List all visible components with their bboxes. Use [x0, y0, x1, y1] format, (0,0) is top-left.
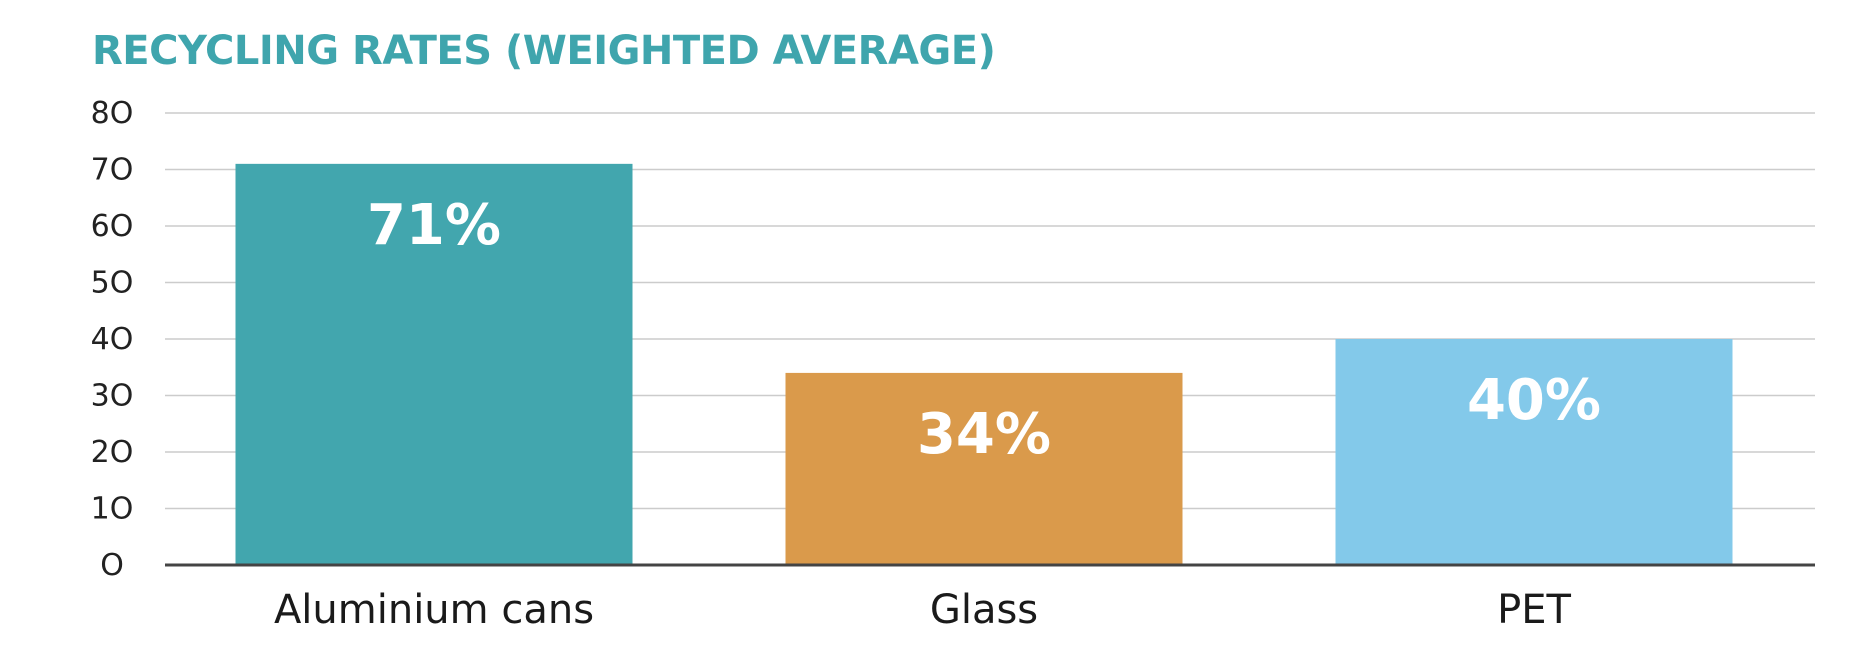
x-axis-ticks: Aluminium cans Glass PET [274, 587, 1572, 633]
y-tick-label: 3O [91, 379, 134, 414]
y-axis-ticks: O 1O 2O 3O 4O 5O 6O 7O 8O [91, 96, 134, 583]
data-labels: 71% 34% 40% [367, 193, 1601, 467]
y-tick-label: O [100, 548, 124, 583]
bar-pet [1335, 339, 1733, 565]
y-tick-label: 2O [91, 435, 134, 470]
chart-title: RECYCLING RATES (WEIGHTED AVERAGE) [92, 28, 996, 74]
y-tick-label: 7O [91, 153, 134, 188]
x-tick-label: PET [1497, 587, 1571, 633]
y-tick-label: 5O [91, 266, 134, 301]
y-tick-label: 1O [91, 492, 134, 527]
x-tick-label: Aluminium cans [274, 587, 594, 633]
bar-aluminium-cans [235, 163, 633, 565]
data-label: 34% [917, 402, 1051, 467]
y-tick-label: 4O [91, 322, 134, 357]
data-label: 40% [1467, 368, 1601, 433]
bars [235, 163, 1733, 565]
y-tick-label: 6O [91, 209, 134, 244]
bar-glass [785, 372, 1183, 565]
y-tick-label: 8O [91, 96, 134, 131]
x-tick-label: Glass [930, 587, 1038, 633]
data-label: 71% [367, 193, 501, 258]
